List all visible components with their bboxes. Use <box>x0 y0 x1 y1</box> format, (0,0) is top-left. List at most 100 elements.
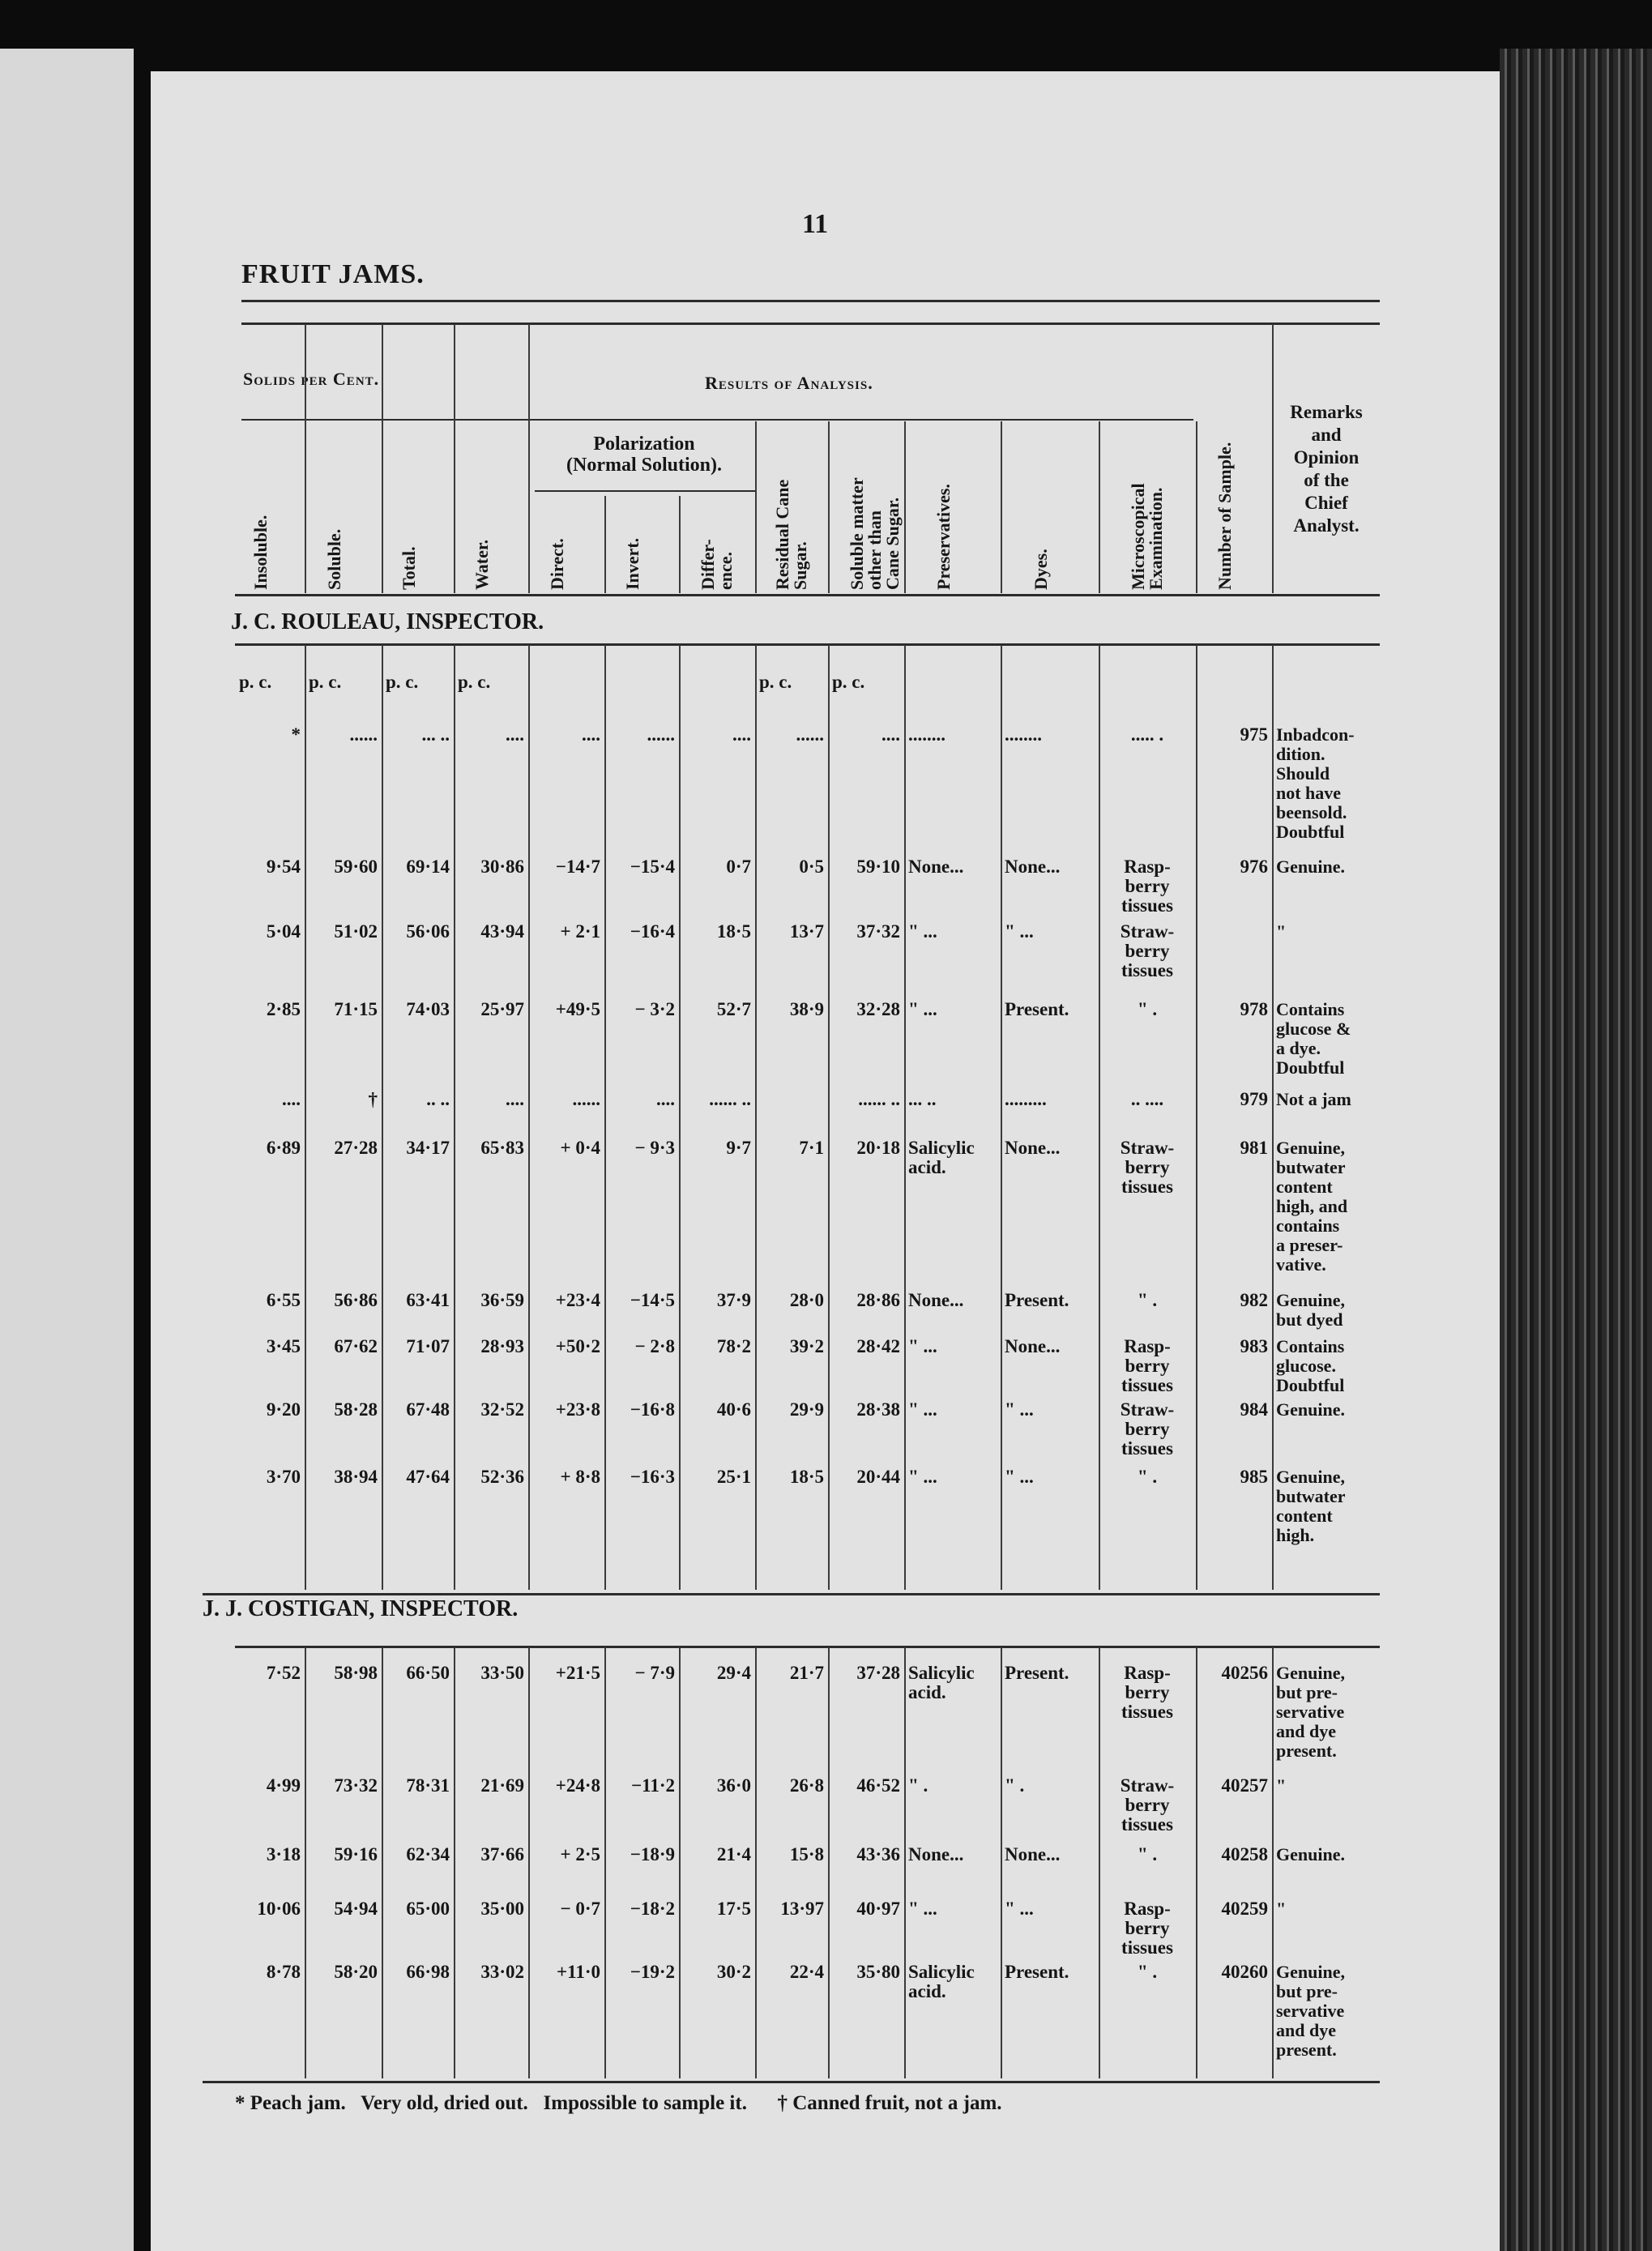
table-cell: Inbadcon- dition. Should not have beenso… <box>1276 724 1355 842</box>
table-cell: −14·7 <box>555 856 600 877</box>
table-cell: ...... <box>572 1089 601 1109</box>
facing-page-edge <box>0 49 134 2251</box>
table-cell: + 8·8 <box>560 1467 600 1487</box>
table-cell: −16·3 <box>630 1467 675 1487</box>
table-cell: 25·97 <box>480 999 524 1019</box>
table-cell: 2·85 <box>266 999 301 1019</box>
table-cell: 18·5 <box>789 1467 824 1487</box>
table-cell: 37·28 <box>856 1663 900 1683</box>
book-spine <box>1500 49 1652 2251</box>
table-cell: ..... . <box>1130 724 1164 745</box>
table-cell: 3·45 <box>266 1336 301 1356</box>
table-cell: .. .... <box>1130 1089 1164 1109</box>
column-divider <box>904 421 906 593</box>
column-header-1: Soluble. <box>323 528 344 590</box>
table-cell: − 9·3 <box>634 1138 675 1158</box>
table-cell: Present. <box>1005 1663 1069 1683</box>
column-header-0: Insoluble. <box>250 515 271 590</box>
table-cell: 0·7 <box>726 856 751 877</box>
unit-label: p. c. <box>386 672 419 692</box>
table-cell: " ... <box>908 999 937 1019</box>
table-cell: 21·7 <box>789 1663 824 1683</box>
table-cell: 35·00 <box>480 1899 524 1919</box>
table-cell: 40260 <box>1221 1962 1269 1982</box>
footnote: * Peach jam. Very old, dried out. Imposs… <box>235 2092 1002 2114</box>
table-cell: Genuine, but dyed <box>1276 1290 1345 1330</box>
table-cell: 73·32 <box>334 1775 378 1796</box>
section-rule <box>235 643 1380 646</box>
column-divider <box>382 645 383 1590</box>
table-cell: None... <box>908 1290 964 1310</box>
table-cell: .... <box>732 724 751 745</box>
table-cell: 9·7 <box>726 1138 751 1158</box>
table-cell: −16·8 <box>630 1399 675 1420</box>
table-cell: 28·93 <box>480 1336 524 1356</box>
table-cell: 15·8 <box>789 1844 824 1864</box>
table-cell: ........ <box>1005 724 1042 745</box>
table-cell: 7·52 <box>266 1663 301 1683</box>
table-cell: Rasp- berry tissues <box>1121 1663 1173 1722</box>
table-cell: None... <box>908 1844 964 1864</box>
table-cell: 67·48 <box>406 1399 450 1420</box>
unit-label: p. c. <box>832 672 865 692</box>
column-divider <box>604 496 606 593</box>
column-divider <box>305 645 306 1590</box>
table-cell: " ... <box>908 1899 937 1919</box>
table-cell: 40·6 <box>716 1399 751 1420</box>
table-cell: None... <box>1005 1844 1061 1864</box>
table-cell: 65·00 <box>406 1899 450 1919</box>
table-cell: 978 <box>1240 999 1269 1019</box>
table-cell: Straw- berry tissues <box>1120 1775 1175 1835</box>
table-cell: 21·4 <box>716 1844 751 1864</box>
table-cell: 38·9 <box>789 999 824 1019</box>
table-cell: 59·10 <box>856 856 900 877</box>
table-cell: 976 <box>1240 856 1269 877</box>
table-cell: +24·8 <box>555 1775 600 1796</box>
table-cell: +23·4 <box>555 1290 600 1310</box>
table-cell: Rasp- berry tissues <box>1121 1336 1173 1395</box>
table-cell: 43·36 <box>856 1844 900 1864</box>
table-cell: 58·98 <box>334 1663 378 1683</box>
unit-label: p. c. <box>309 672 342 692</box>
column-divider <box>1272 324 1274 593</box>
table-cell: ... .. <box>421 724 450 745</box>
inspector-heading: J. C. ROULEAU, INSPECTOR. <box>231 609 544 634</box>
table-cell: 5·04 <box>266 921 301 942</box>
table-cell: ...... <box>349 724 378 745</box>
column-divider <box>1099 645 1100 1590</box>
table-cell: Genuine, butwater content high. <box>1276 1467 1346 1545</box>
table-cell: 78·2 <box>716 1336 751 1356</box>
table-cell: 38·94 <box>334 1467 378 1487</box>
table-cell: −18·9 <box>630 1844 675 1864</box>
table-cell: 37·66 <box>480 1844 524 1864</box>
table-cell: 67·62 <box>334 1336 378 1356</box>
table-cell: 33·02 <box>480 1962 524 1982</box>
table-cell: 54·94 <box>334 1899 378 1919</box>
table-cell: .... <box>582 724 600 745</box>
group-results-of-analysis: Results of Analysis. <box>705 373 873 393</box>
table-cell: +50·2 <box>555 1336 600 1356</box>
column-divider <box>904 645 906 1590</box>
table-cell: None... <box>1005 1138 1061 1158</box>
table-cell: 29·9 <box>789 1399 824 1420</box>
table-cell: 59·16 <box>334 1844 378 1864</box>
column-header-11: Microscopical Examination. <box>1128 483 1166 590</box>
column-divider <box>454 645 455 1590</box>
table-cell: None... <box>1005 1336 1061 1356</box>
column-divider <box>454 1647 455 2078</box>
unit-label: p. c. <box>759 672 792 692</box>
table-cell: 3·70 <box>266 1467 301 1487</box>
table-cell: 43·94 <box>480 921 524 942</box>
column-header-8: Soluble matter other than Cane Sugar. <box>847 477 903 590</box>
table-cell: 20·44 <box>856 1467 900 1487</box>
table-cell: 56·06 <box>406 921 450 942</box>
column-header-7: Residual Cane Sugar. <box>772 479 810 590</box>
table-cell: 52·36 <box>480 1467 524 1487</box>
table-cell: 66·50 <box>406 1663 450 1683</box>
table-cell: Salicylic acid. <box>908 1138 975 1177</box>
table-cell: " . <box>1137 1844 1158 1864</box>
table-cell: " . <box>908 1775 928 1796</box>
column-divider <box>528 645 530 1590</box>
table-cell: 8·78 <box>266 1962 301 1982</box>
table-cell: " <box>1276 1899 1287 1919</box>
